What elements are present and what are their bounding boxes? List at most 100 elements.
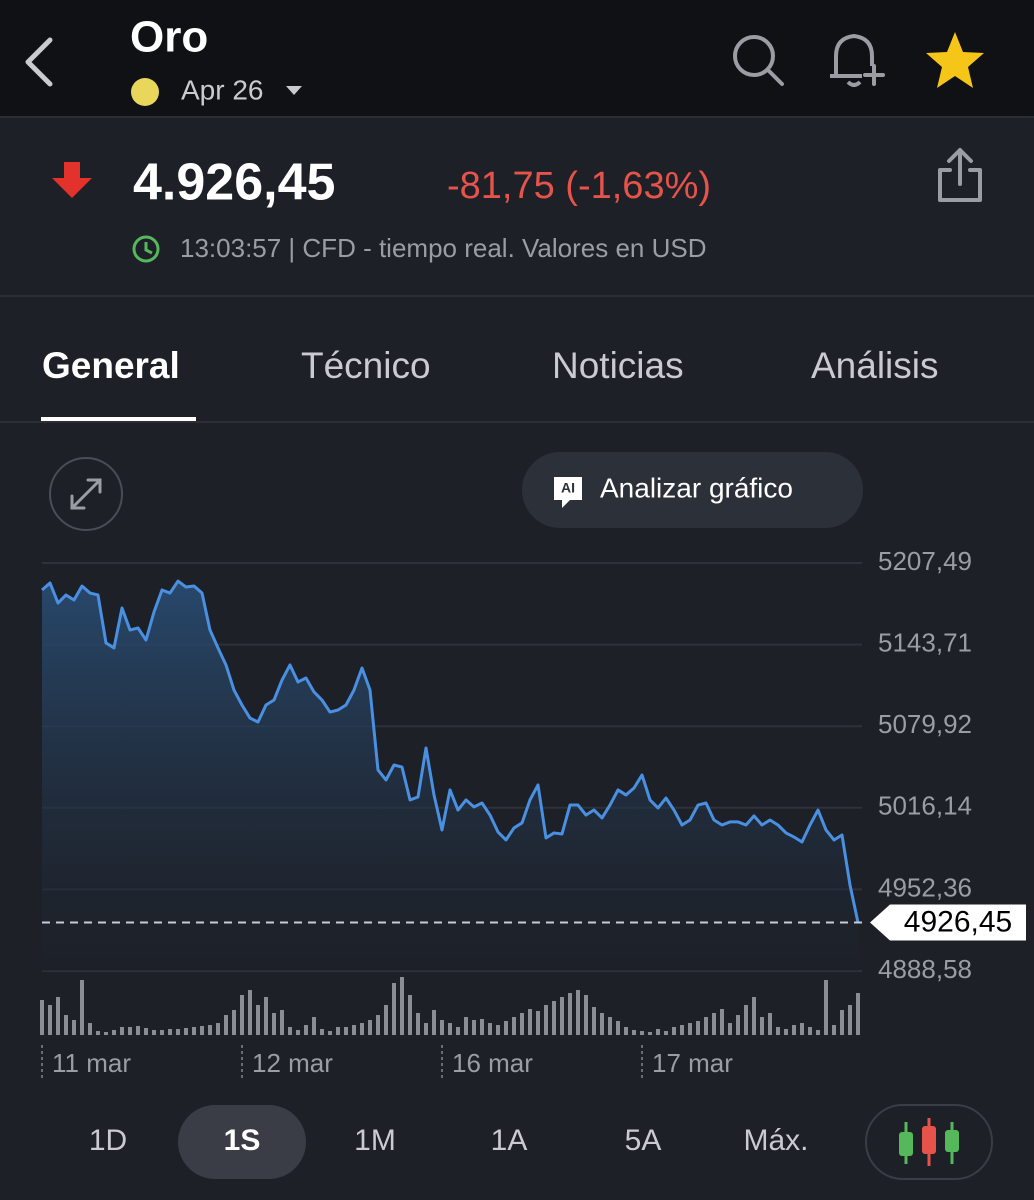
volume-bar [736,1015,740,1035]
volume-bar [856,993,860,1035]
volume-bar [120,1027,124,1035]
range-button[interactable]: 1D [89,1124,127,1157]
volume-bar [304,1025,308,1035]
volume-bar [728,1023,732,1035]
chart: 5207,49 5143,71 5079,92 5016,14 4952,36 4888,… [40,546,1026,1080]
volume-bar [672,1027,676,1035]
volume-bar [520,1013,524,1035]
volume-bar [112,1030,116,1035]
volume-bar [40,1000,44,1035]
volume-bar [640,1031,644,1035]
volume-bar [448,1023,452,1035]
volume-bar [808,1027,812,1035]
volume-bar [544,1005,548,1035]
volume-bar [648,1032,652,1035]
search-button[interactable] [733,35,784,86]
volume-bar [608,1017,612,1035]
volume-bar [624,1027,628,1035]
volume-bar [560,997,564,1035]
volume-bar [344,1027,348,1035]
volume-bar [216,1023,220,1035]
x-tick-label: 16 mar [452,1048,533,1078]
volume-bar [528,1009,532,1035]
favorite-star[interactable] [926,32,984,88]
volume-bar [360,1023,364,1035]
x-tick-label: 11 mar [52,1048,131,1078]
volume-bar [688,1023,692,1035]
expand-button[interactable] [49,457,123,531]
volume-bar [72,1020,76,1035]
volume-bar [96,1031,100,1035]
tab[interactable]: Análisis [811,345,939,386]
header-bg [0,0,1034,117]
volume-bar [480,1019,484,1035]
x-tick-label: 12 mar [252,1048,333,1078]
volume-bar [288,1027,292,1035]
volume-bar [368,1020,372,1035]
volume-bar [600,1013,604,1035]
chart-type-button[interactable] [865,1104,993,1180]
range-button-active[interactable]: 1S [224,1124,261,1157]
volume-bar [656,1029,660,1035]
volume-bar [592,1007,596,1035]
tab[interactable]: Noticias [552,345,684,386]
volume-bar [424,1023,428,1035]
y-tick-label: 5016,14 [878,791,972,821]
title: Oro [130,13,208,62]
share-button[interactable] [938,148,982,202]
range-button[interactable]: 1M [354,1124,396,1157]
volume-bar [400,977,404,1035]
volume-bar [264,997,268,1035]
y-tick-label: 4888,58 [878,954,972,984]
analyze-label[interactable]: Analizar gráfico [600,472,793,503]
volume-bar [752,997,756,1035]
volume-bar [296,1030,300,1035]
tab-active[interactable]: General [42,345,180,386]
volume-bar [800,1023,804,1035]
volume-bar [792,1025,796,1035]
volume-bar [488,1023,492,1035]
volume-bar [232,1010,236,1035]
volume-bar [208,1025,212,1035]
volume-bar [200,1026,204,1035]
last-price-tag [870,904,1026,941]
volume-bar [240,995,244,1035]
volume-bar [128,1027,132,1035]
y-tick-label: 4952,36 [878,872,972,902]
last-price-label: 4926,45 [904,905,1012,938]
volume-bar [472,1020,476,1035]
volume-bar [104,1032,108,1035]
volume-bar [48,1005,52,1035]
contract[interactable]: Apr 26 [181,74,264,105]
volume-bar [824,980,828,1035]
volume-bar [176,1029,180,1035]
volume-bar [64,1015,68,1035]
range-button[interactable]: 5A [625,1124,662,1157]
volume-bar [192,1027,196,1035]
y-tick-label: 5207,49 [878,546,972,576]
price-line [41,579,860,923]
volume-bar [280,1010,284,1035]
volume-bar [816,1030,820,1035]
back-button[interactable] [25,37,53,87]
volume-bar [88,1023,92,1035]
volume-bar [184,1028,188,1035]
volume-bar [272,1013,276,1035]
tab[interactable]: Técnico [301,345,431,386]
volume-bar [848,1005,852,1035]
range-button[interactable]: 1A [491,1124,528,1157]
y-tick-label: 5143,71 [878,627,972,657]
volume-bar [832,1025,836,1035]
volume-bar [536,1011,540,1035]
alert-button[interactable] [830,34,885,87]
analyze-button[interactable]: AI Analizar gráfico [522,452,863,528]
dropdown-caret[interactable] [286,86,302,95]
volume-bar [256,1005,260,1035]
y-tick-label: 5079,92 [878,709,972,739]
down-arrow [52,162,92,198]
volume-bar [320,1029,324,1035]
range-button[interactable]: Máx. [743,1124,808,1157]
tab-indicator [41,417,196,422]
